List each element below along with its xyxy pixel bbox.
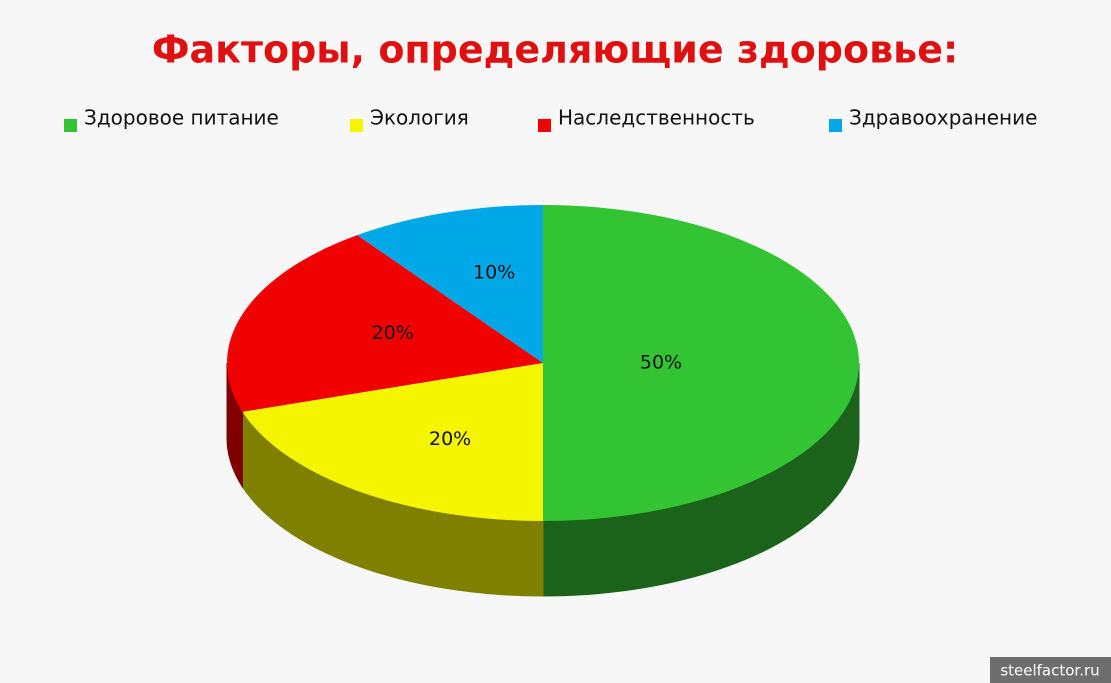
value-label: 20% bbox=[429, 428, 471, 450]
value-label: 50% bbox=[640, 352, 682, 374]
legend-label: Здравоохранение bbox=[849, 106, 1037, 130]
legend-label: Экология bbox=[370, 106, 469, 130]
value-label: 20% bbox=[372, 322, 414, 344]
pie-slice bbox=[543, 205, 859, 521]
chart-title: Факторы, определяющие здоровье: bbox=[152, 28, 958, 72]
pie-slice bbox=[357, 205, 543, 363]
pie-side bbox=[226, 362, 243, 489]
value-label: 10% bbox=[473, 261, 515, 283]
pie-slice bbox=[227, 235, 543, 412]
legend-swatch bbox=[829, 119, 842, 132]
legend-swatch bbox=[64, 119, 77, 132]
legend-swatch bbox=[538, 119, 551, 132]
pie-slice bbox=[242, 363, 544, 521]
legend-label: Здоровое питание bbox=[84, 106, 279, 130]
legend-swatch bbox=[350, 119, 363, 132]
watermark: steelfactor.ru bbox=[1000, 662, 1099, 680]
legend-label: Наследственность bbox=[558, 106, 755, 130]
watermark-box bbox=[990, 657, 1111, 683]
